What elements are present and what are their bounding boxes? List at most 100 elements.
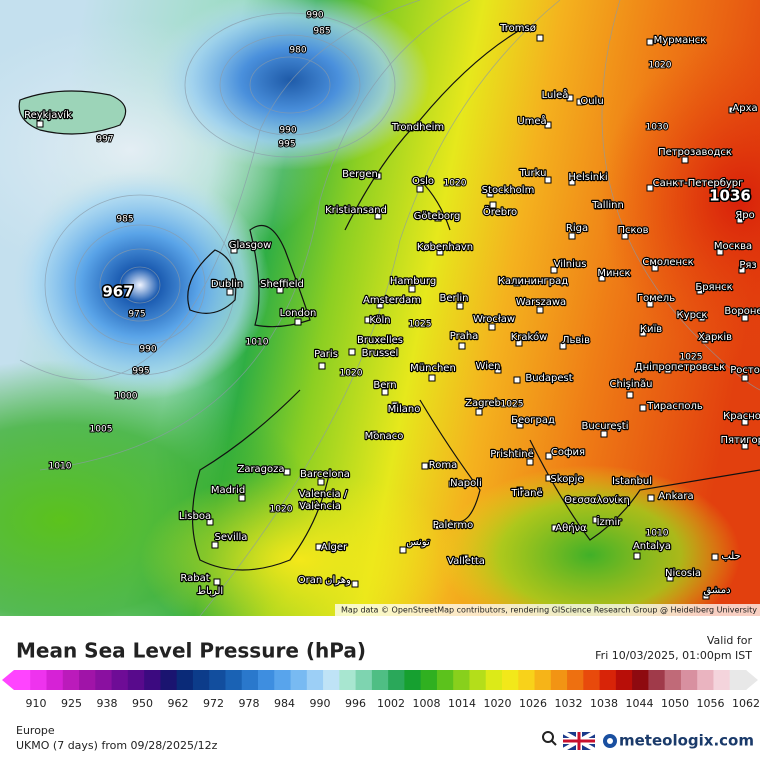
brand-name[interactable]: meteologix.com [619, 732, 754, 750]
city-marker [458, 342, 466, 350]
colorbar-tick-label: 1038 [590, 697, 618, 710]
map-area: 990 985 980 990 995 997 985 967 975 990 995 1000 100… [0, 0, 760, 616]
city-label: Брянск [695, 282, 732, 293]
city-label: Milano [388, 404, 421, 415]
city-label: Tiranë [510, 488, 542, 499]
city-label: Θεσσαλονίκη [564, 494, 630, 506]
colorbar-tick-label: 938 [97, 697, 118, 710]
isobar-label: 1025 [501, 400, 524, 410]
city-label: Warszawa [516, 297, 566, 308]
city-marker [741, 314, 749, 322]
colorbar-tick-label: 1026 [519, 697, 547, 710]
colorbar-swatch [241, 670, 259, 690]
city-label: Псков [617, 225, 648, 236]
colorbar-swatch [176, 670, 194, 690]
city-label: Bruxelles [357, 335, 403, 346]
city-marker [370, 430, 378, 438]
city-marker [647, 494, 655, 502]
isobar-label: 1010 [49, 462, 72, 472]
city-marker [536, 306, 544, 314]
brand-logo[interactable]: meteologix.com [603, 732, 754, 750]
isobar-label: 995 [132, 367, 149, 377]
city-label: Красно [723, 411, 760, 422]
city-label: Nicosia [665, 568, 701, 579]
city-label: Тирасполь [646, 401, 703, 412]
colorbar-swatch [648, 670, 666, 690]
city-marker [283, 468, 291, 476]
city-label: Ростов [730, 365, 760, 376]
city-label: Paris [314, 349, 338, 360]
city-marker [664, 366, 672, 374]
isobar-label: 967 [102, 283, 133, 301]
colorbar-tick-label: 1008 [413, 697, 441, 710]
city-marker [598, 274, 606, 282]
isobar-label: 985 [313, 27, 330, 37]
city-marker [475, 408, 483, 416]
colorbar-swatch [355, 670, 373, 690]
city-marker [364, 316, 372, 324]
isobar-label: 1020 [270, 505, 293, 515]
city-marker [551, 524, 559, 532]
colorbar-swatch [209, 670, 226, 690]
colorbar-swatch [323, 670, 340, 690]
city-marker [391, 401, 399, 409]
colorbar-swatch [404, 670, 422, 690]
city-marker [696, 287, 704, 295]
colorbar-swatch [599, 670, 617, 690]
city-label: تونس [406, 537, 430, 548]
city-label: Oran [298, 575, 322, 586]
city-label: Prishtinë [490, 449, 533, 460]
colorbar-swatch [258, 670, 275, 690]
city-label: Санкт-Петербург [653, 178, 744, 189]
city-marker [211, 541, 219, 549]
city-label: Wien [476, 361, 501, 372]
city-label: Dublin [211, 279, 243, 290]
isobar-label: 990 [139, 345, 156, 355]
city-marker [434, 214, 442, 222]
city-marker [351, 580, 359, 588]
language-flag[interactable] [562, 730, 596, 752]
city-label: Kristiansand [325, 205, 387, 216]
city-label: الرباط [197, 586, 223, 597]
colorbar-swatch [453, 670, 470, 690]
city-marker [738, 266, 746, 274]
city-label: Sevilla [215, 532, 248, 543]
colorbar-swatch [664, 670, 682, 690]
city-marker [568, 496, 576, 504]
city-marker [639, 329, 647, 337]
city-label: Ankara [658, 491, 693, 502]
city-marker [544, 121, 552, 129]
city-label: Минск [597, 268, 630, 279]
city-label: Hamburg [390, 276, 436, 287]
city-label: Turku [519, 168, 547, 179]
city-marker [494, 366, 502, 374]
city-marker [406, 124, 414, 132]
city-marker [416, 185, 424, 193]
colorbar-swatch [95, 670, 113, 690]
city-marker [568, 232, 576, 240]
city-marker [576, 98, 584, 106]
city-marker [701, 336, 709, 344]
colorbar-swatch [127, 670, 145, 690]
city-label: Glasgow [229, 240, 272, 251]
colorbar-swatch [339, 670, 357, 690]
city-marker [374, 212, 382, 220]
city-label: İzmir [597, 515, 623, 528]
search-icon[interactable] [542, 731, 557, 746]
city-marker [230, 246, 238, 254]
city-marker [741, 374, 749, 382]
colorbar-swatch [632, 670, 649, 690]
city-label: Lisboa [179, 511, 211, 522]
city-marker [315, 543, 323, 551]
city-marker [489, 201, 497, 209]
city-label: Riga [566, 223, 588, 234]
colorbar-tick-label: 972 [203, 697, 224, 710]
colorbar-swatch [469, 670, 487, 690]
city-marker [592, 516, 600, 524]
city-label: Курск [677, 310, 708, 321]
colorbar-tick-label: 910 [26, 697, 47, 710]
city-marker [526, 458, 534, 466]
city-label: Göteborg [414, 211, 461, 222]
city-label: حلب [721, 551, 740, 562]
